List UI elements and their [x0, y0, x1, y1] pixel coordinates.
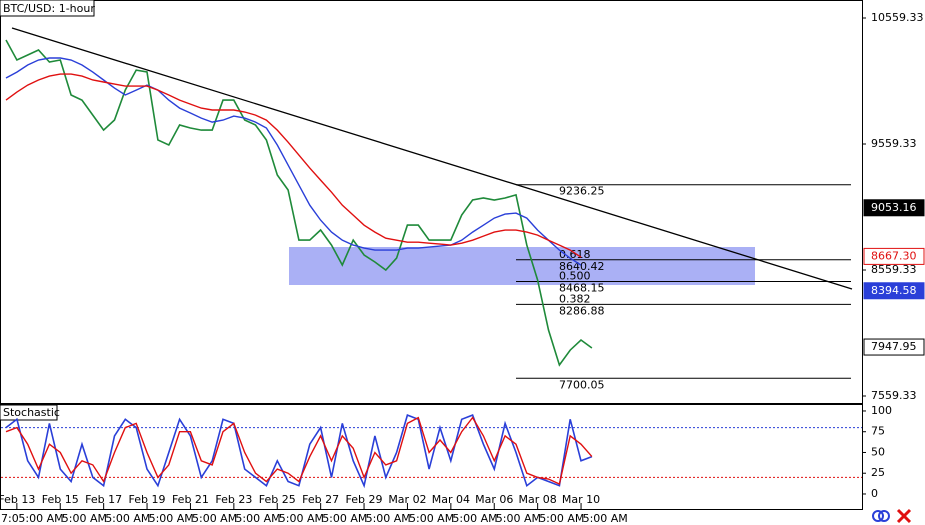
price-marker-label: 7947.95 [871, 340, 917, 353]
toolbar-icons[interactable] [872, 508, 912, 524]
time-label: 5:00 AM [192, 512, 237, 525]
series-line [5, 57, 582, 266]
y-tick-label: 75 [871, 425, 885, 438]
price-marker [863, 247, 925, 265]
x-tick-label: Feb 21 [172, 493, 209, 506]
trend-line [11, 27, 853, 290]
support-zone [289, 247, 755, 285]
y-tick-label: 8559.33 [871, 263, 917, 276]
icon[interactable] [878, 510, 890, 522]
fib-price: 8286.88 [559, 304, 605, 317]
series-line [5, 73, 582, 258]
x-tick-label: Mar 06 [475, 493, 513, 506]
x-tick-label: Feb 17 [85, 493, 122, 506]
time-label: 5:00 AM [583, 512, 628, 525]
x-tick-label: Mar 08 [519, 493, 557, 506]
time-label: 5:00 AM [279, 512, 324, 525]
fib-price: 8468.15 [559, 281, 605, 294]
icon[interactable] [896, 508, 912, 524]
time-label: 5:00 AM [322, 512, 367, 525]
time-label: 5:00 AM [105, 512, 150, 525]
time-label: 5:00 AM [235, 512, 280, 525]
fib-high-label: 9236.25 [559, 185, 605, 198]
time-label: 7:0 [1, 512, 19, 525]
time-label: 5:00 AM [149, 512, 194, 525]
price-marker-label: 8667.30 [871, 249, 917, 262]
time-label: 5:00 AM [62, 512, 107, 525]
y-tick-label: 9559.33 [871, 137, 917, 150]
time-label: 5:00 AM [496, 512, 541, 525]
x-tick-label: Feb 13 [0, 493, 35, 506]
price-marker-label: 8394.58 [871, 284, 917, 297]
time-label: 5:00 AM [18, 512, 63, 525]
x-tick-label: Feb 23 [215, 493, 252, 506]
price-marker [863, 338, 925, 356]
fib-ratio: 0.500 [559, 269, 591, 282]
y-tick-label: 50 [871, 445, 885, 458]
x-tick-label: Mar 04 [432, 493, 470, 506]
price-marker [863, 282, 925, 300]
icon[interactable] [872, 510, 884, 522]
price-marker [863, 199, 925, 217]
fib-price: 8640.42 [559, 260, 605, 273]
series-line [5, 39, 593, 367]
price-marker-label: 9053.16 [871, 201, 917, 214]
stochastic-title-box [0, 404, 58, 421]
fib-low-label: 7700.05 [559, 378, 605, 391]
time-label: 5:00 AM [539, 512, 584, 525]
x-tick-label: Mar 10 [562, 493, 600, 506]
y-tick-label: 10559.33 [871, 11, 924, 24]
y-tick-label: 25 [871, 466, 885, 479]
time-label: 5:00 AM [452, 512, 497, 525]
x-tick-label: Feb 29 [346, 493, 383, 506]
time-label: 5:00 AM [366, 512, 411, 525]
x-tick-label: Feb 15 [42, 493, 79, 506]
y-tick-label: 0 [871, 487, 878, 500]
series-line [5, 416, 593, 485]
fib-ratio: 0.382 [559, 292, 591, 305]
stochastic-panel [0, 404, 863, 510]
price-panel [0, 0, 863, 404]
title-box [0, 0, 95, 17]
stochastic-title: Stochastic [3, 406, 60, 419]
fib-ratio: 0.618 [559, 248, 591, 261]
x-tick-label: Feb 27 [302, 493, 339, 506]
x-tick-label: Feb 19 [129, 493, 166, 506]
y-tick-label: 7559.33 [871, 389, 917, 402]
y-tick-label: 100 [871, 404, 892, 417]
x-tick-label: Feb 25 [259, 493, 296, 506]
time-label: 5:00 AM [409, 512, 454, 525]
series-line [5, 414, 593, 489]
x-tick-label: Mar 02 [388, 493, 426, 506]
chart-title: BTC/USD: 1-hour [3, 2, 95, 15]
